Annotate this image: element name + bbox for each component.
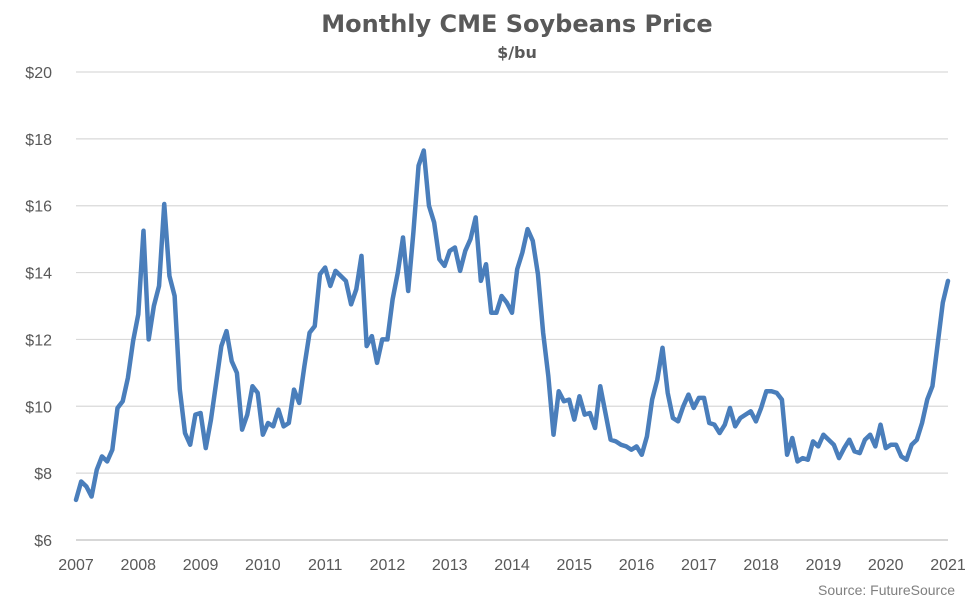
chart-subtitle: $/bu <box>497 43 537 62</box>
y-tick-label-10: $10 <box>25 399 52 416</box>
y-tick-label-8: $8 <box>34 466 52 483</box>
x-tick-label-2018: 2018 <box>743 557 779 574</box>
x-tick-label-2010: 2010 <box>245 557 281 574</box>
x-axis-ticks: 2007 2008 2009 2010 2011 2012 2013 2014 2015 2016… <box>58 557 966 574</box>
y-tick-label-18: $18 <box>25 132 52 149</box>
y-tick-label-6: $6 <box>34 533 52 550</box>
x-tick-label-2011: 2011 <box>308 557 343 574</box>
x-tick-label-2015: 2015 <box>556 557 592 574</box>
x-tick-label-2020: 2020 <box>868 557 904 574</box>
x-tick-label-2009: 2009 <box>183 557 219 574</box>
x-tick-label-2019: 2019 <box>806 557 842 574</box>
source-note: Source: FutureSource <box>818 582 955 598</box>
y-tick-label-12: $12 <box>25 332 52 349</box>
x-tick-label-2008: 2008 <box>120 557 156 574</box>
x-tick-label-2014: 2014 <box>494 557 530 574</box>
y-tick-label-14: $14 <box>25 266 52 283</box>
chart-title: Monthly CME Soybeans Price <box>321 10 712 38</box>
y-tick-label-16: $16 <box>25 199 52 216</box>
series-layer <box>73 148 951 503</box>
x-tick-label-2012: 2012 <box>370 557 406 574</box>
x-tick-label-2016: 2016 <box>619 557 655 574</box>
y-tick-label-20: $20 <box>25 65 52 82</box>
x-tick-label-2007: 2007 <box>58 557 94 574</box>
x-tick-label-2017: 2017 <box>681 557 717 574</box>
y-axis-ticks: $6 $8 $10 $12 $14 $16 $18 $20 <box>25 65 52 550</box>
x-tick-label-2013: 2013 <box>432 557 468 574</box>
x-tick-label-2021: 2021 <box>930 557 966 574</box>
series-line-soybeans-price <box>73 148 951 503</box>
